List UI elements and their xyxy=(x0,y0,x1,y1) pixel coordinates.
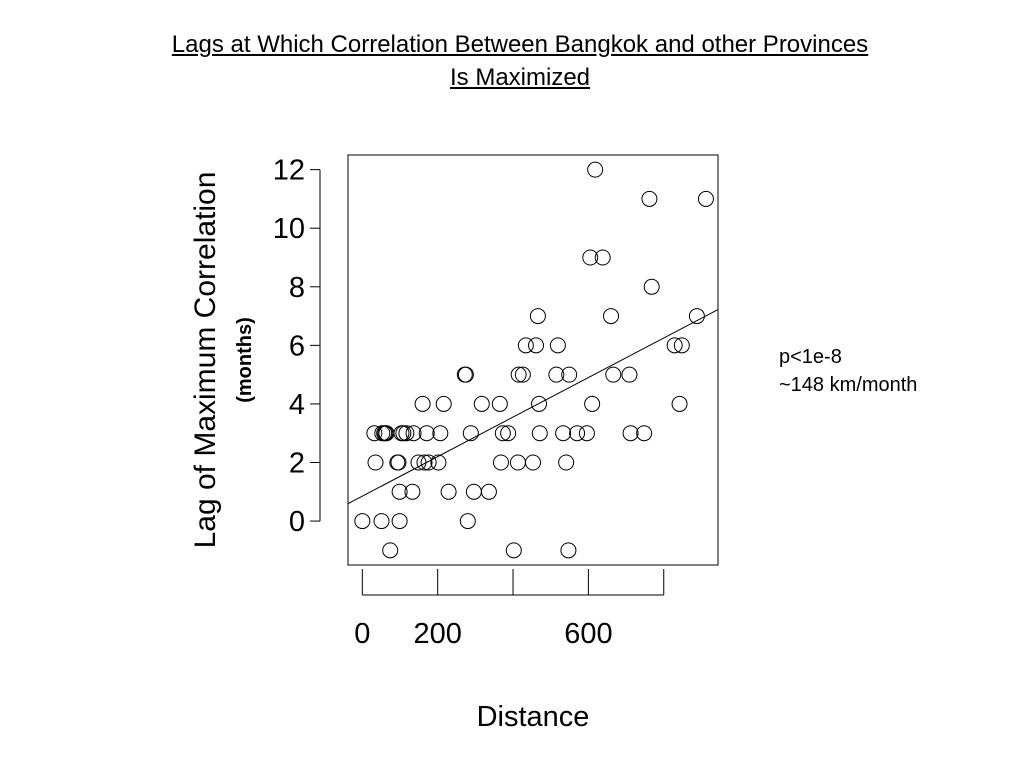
data-point xyxy=(605,366,622,383)
data-point xyxy=(456,366,473,383)
data-point xyxy=(602,308,619,325)
data-point xyxy=(492,454,509,471)
data-point xyxy=(569,425,586,442)
data-point xyxy=(457,366,474,383)
data-point xyxy=(382,542,399,559)
data-point xyxy=(549,337,566,354)
y-tick-label: 8 xyxy=(289,272,305,304)
data-point xyxy=(440,483,457,500)
rate-text: ~148 km/month xyxy=(779,374,918,396)
slide-title: Lags at Which Correlation Between Bangko… xyxy=(0,28,1024,94)
x-axis-label: Distance xyxy=(477,701,590,733)
data-point xyxy=(435,395,452,412)
data-point xyxy=(459,513,476,530)
data-point xyxy=(578,425,595,442)
data-point xyxy=(377,425,394,442)
data-point xyxy=(398,425,415,442)
data-point xyxy=(410,454,427,471)
regression-annotation: p<1e-8 ~148 km/month xyxy=(779,343,917,399)
regression-line xyxy=(347,309,719,505)
data-point xyxy=(548,366,565,383)
p-value-text: p<1e-8 xyxy=(779,346,842,368)
data-point xyxy=(404,483,421,500)
data-point xyxy=(531,395,548,412)
data-point xyxy=(491,395,508,412)
data-point xyxy=(391,483,408,500)
data-point xyxy=(430,454,447,471)
data-point xyxy=(673,337,690,354)
slide-title-line-2: Is Maximized xyxy=(449,64,591,91)
y-tick-label: 2 xyxy=(289,448,305,480)
data-point xyxy=(643,278,660,295)
data-point xyxy=(414,395,431,412)
data-point xyxy=(517,337,534,354)
data-point xyxy=(555,425,572,442)
data-point xyxy=(636,425,653,442)
data-point xyxy=(373,513,390,530)
data-point xyxy=(531,425,548,442)
data-point xyxy=(418,425,435,442)
data-point xyxy=(390,454,407,471)
y-tick-label: 12 xyxy=(273,155,305,187)
data-point xyxy=(395,425,412,442)
data-point xyxy=(641,190,658,207)
data-point xyxy=(529,308,546,325)
data-point xyxy=(462,425,479,442)
y-tick-label: 4 xyxy=(289,389,305,421)
y-tick-label: 6 xyxy=(289,330,305,362)
slide-title-line-1: Lags at Which Correlation Between Bangko… xyxy=(171,31,869,58)
data-point xyxy=(354,513,371,530)
data-point xyxy=(494,425,511,442)
data-point xyxy=(697,190,714,207)
data-point xyxy=(560,542,577,559)
data-point xyxy=(405,425,422,442)
data-point xyxy=(514,366,531,383)
y-tick-label: 0 xyxy=(289,506,305,538)
data-point xyxy=(621,366,638,383)
data-point xyxy=(525,454,541,471)
data-point xyxy=(473,395,490,412)
data-point xyxy=(594,249,611,266)
data-point xyxy=(587,161,604,178)
data-point xyxy=(622,425,639,442)
data-point xyxy=(510,366,527,383)
data-point xyxy=(561,366,578,383)
x-tick-label: 600 xyxy=(564,618,612,650)
data-point xyxy=(666,337,683,354)
plot-frame xyxy=(347,154,719,566)
data-point xyxy=(582,249,599,266)
data-point xyxy=(366,425,383,442)
x-tick-label: 0 xyxy=(354,618,370,650)
data-point xyxy=(671,395,688,412)
data-point xyxy=(500,425,517,442)
data-point xyxy=(389,454,406,471)
data-point xyxy=(391,513,408,530)
data-point xyxy=(420,454,437,471)
data-point xyxy=(416,454,433,471)
data-point xyxy=(688,308,705,325)
y-tick-label: 10 xyxy=(273,213,305,245)
data-point xyxy=(558,454,575,471)
data-point xyxy=(432,425,449,442)
y-axis-label: Lag of Maximum Correlation xyxy=(189,172,222,549)
y-axis-units-label: (months) xyxy=(234,317,256,403)
data-point xyxy=(465,483,482,500)
data-point xyxy=(480,483,497,500)
data-point xyxy=(505,542,522,559)
x-tick-label: 200 xyxy=(413,618,461,650)
data-point xyxy=(584,395,601,412)
data-point xyxy=(509,454,526,471)
data-point xyxy=(367,454,384,471)
data-point xyxy=(528,337,545,354)
